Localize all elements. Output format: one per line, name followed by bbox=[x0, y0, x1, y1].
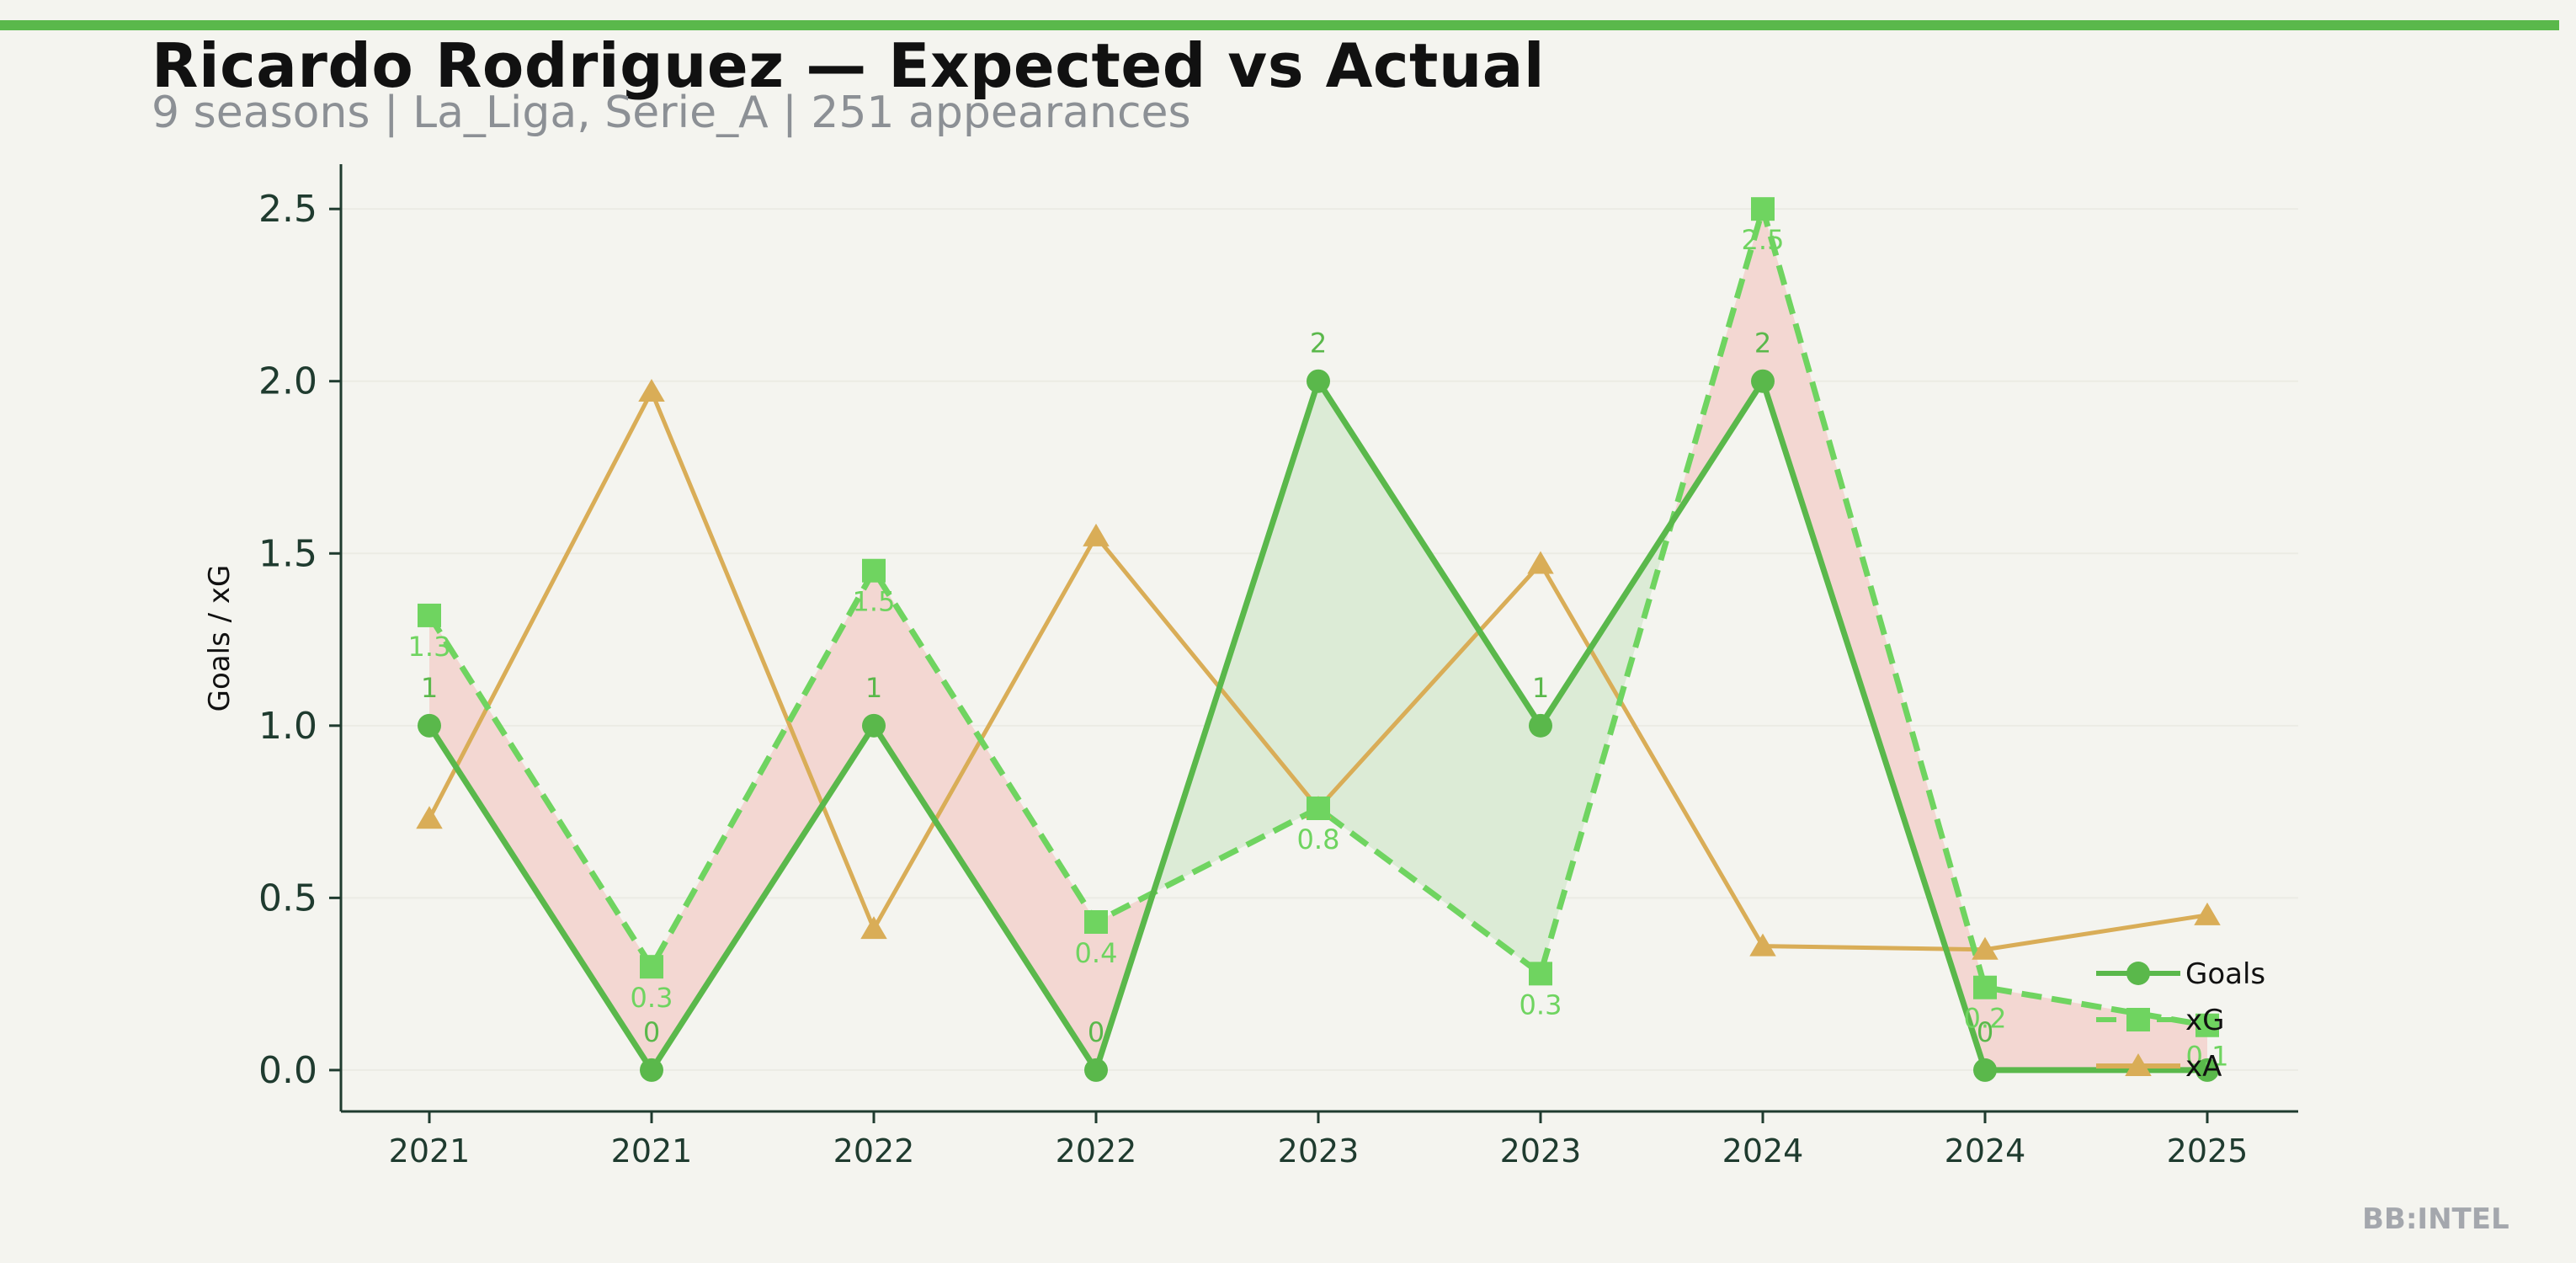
goals-point bbox=[1529, 713, 1552, 738]
xg-data-label: 0.3 bbox=[1520, 989, 1562, 1021]
series-layer bbox=[416, 197, 2221, 1082]
underperformance-fill bbox=[1985, 987, 2207, 1070]
x-tick-label: 2021 bbox=[389, 1132, 471, 1170]
goals-point bbox=[1307, 369, 1330, 393]
xg-data-label: 0.4 bbox=[1075, 937, 1118, 969]
xg-point bbox=[1084, 910, 1108, 934]
y-tick-label: 0.5 bbox=[258, 877, 317, 919]
underperformance-fill bbox=[1671, 209, 1763, 523]
xg-point bbox=[640, 955, 663, 979]
y-tick-label: 2.0 bbox=[258, 360, 317, 403]
xg-data-label: 0.3 bbox=[631, 982, 673, 1014]
x-tick-label: 2025 bbox=[2167, 1132, 2249, 1170]
x-tick-label: 2023 bbox=[1278, 1132, 1360, 1170]
chart-title: Ricardo Rodriguez — Expected vs Actual bbox=[152, 30, 1545, 101]
x-tick-label: 2021 bbox=[611, 1132, 693, 1170]
xg-data-label: 0.8 bbox=[1297, 823, 1340, 855]
goals-data-label: 2 bbox=[1754, 328, 1771, 360]
xa-point bbox=[1083, 523, 1110, 546]
xg-point bbox=[1307, 797, 1330, 820]
underperformance-fill bbox=[652, 570, 874, 1070]
xg-point bbox=[862, 558, 886, 583]
legend-triangle-marker bbox=[2125, 1053, 2152, 1076]
xa-point bbox=[1749, 933, 1776, 957]
goals-point bbox=[1973, 1058, 1997, 1082]
xa-point bbox=[860, 916, 887, 940]
y-tick-label: 0.0 bbox=[258, 1049, 317, 1092]
legend-circle-marker bbox=[2126, 962, 2150, 985]
data-labels: 1 0 1 0 2 1 2 0 1.3 0.3 1.5 0.4 0.8 0.3 2.5 0.2 0.1 bbox=[408, 224, 2229, 1073]
goals-point bbox=[862, 713, 886, 738]
goals-data-label: 1 bbox=[421, 672, 438, 704]
xg-point bbox=[1751, 197, 1775, 221]
legend: Goals xG xA bbox=[2096, 957, 2265, 1084]
goals-data-label: 0 bbox=[1977, 1016, 1993, 1048]
xa-point bbox=[1972, 936, 1999, 960]
chart-subtitle: 9 seasons | La_Liga, Serie_A | 251 appea… bbox=[152, 88, 1191, 138]
goals-data-label: 2 bbox=[1310, 328, 1327, 360]
legend-label: xG bbox=[2185, 1004, 2224, 1037]
x-tick-label: 2022 bbox=[1056, 1132, 1137, 1170]
goals-point bbox=[1084, 1058, 1108, 1082]
goals-point bbox=[418, 713, 441, 738]
x-tick-label: 2024 bbox=[1722, 1132, 1804, 1170]
goals-point bbox=[640, 1058, 663, 1082]
x-tick-label: 2022 bbox=[833, 1132, 915, 1170]
legend-label: xA bbox=[2185, 1050, 2222, 1084]
xg-point bbox=[418, 603, 441, 627]
overperformance-fill bbox=[1318, 381, 1541, 974]
xg-data-label: 2.5 bbox=[1742, 224, 1785, 256]
y-axis-label: Goals / xG bbox=[203, 565, 237, 712]
y-tick-label: 1.0 bbox=[258, 705, 317, 748]
xg-data-label: 0.1 bbox=[2186, 1041, 2229, 1073]
goals-data-label: 0 bbox=[643, 1016, 660, 1048]
xg-data-label: 1.3 bbox=[408, 631, 451, 663]
underperformance-fill bbox=[1763, 209, 1985, 1070]
xg-data-label: 1.5 bbox=[853, 586, 896, 618]
goals-data-label: 1 bbox=[1532, 672, 1549, 704]
y-tick-label: 2.5 bbox=[258, 188, 317, 231]
xa-point bbox=[1527, 551, 1554, 574]
legend-square-marker bbox=[2126, 1008, 2150, 1031]
xg-data-label: 0.2 bbox=[1964, 1003, 2007, 1035]
goals-point bbox=[1751, 369, 1775, 393]
xg-point bbox=[1973, 975, 1997, 999]
xg-point bbox=[1529, 962, 1552, 986]
xa-point bbox=[2194, 902, 2221, 925]
xa-point bbox=[638, 379, 665, 402]
y-tick-label: 1.5 bbox=[258, 532, 317, 575]
accent-bar bbox=[0, 20, 2559, 30]
underperformance-fill bbox=[429, 615, 652, 1070]
watermark-logo: BB:INTEL bbox=[2362, 1202, 2509, 1236]
xg-point bbox=[2195, 1013, 2219, 1037]
x-tick-label: 2023 bbox=[1500, 1132, 1582, 1170]
underperformance-fill bbox=[874, 570, 1096, 1070]
x-tick-label: 2024 bbox=[1945, 1132, 2026, 1170]
goals-data-label: 0 bbox=[1088, 1016, 1104, 1048]
legend-label: Goals bbox=[2185, 957, 2265, 991]
goals-data-label: 1 bbox=[865, 672, 882, 704]
xa-point bbox=[416, 806, 443, 829]
goals-point bbox=[2195, 1058, 2219, 1082]
